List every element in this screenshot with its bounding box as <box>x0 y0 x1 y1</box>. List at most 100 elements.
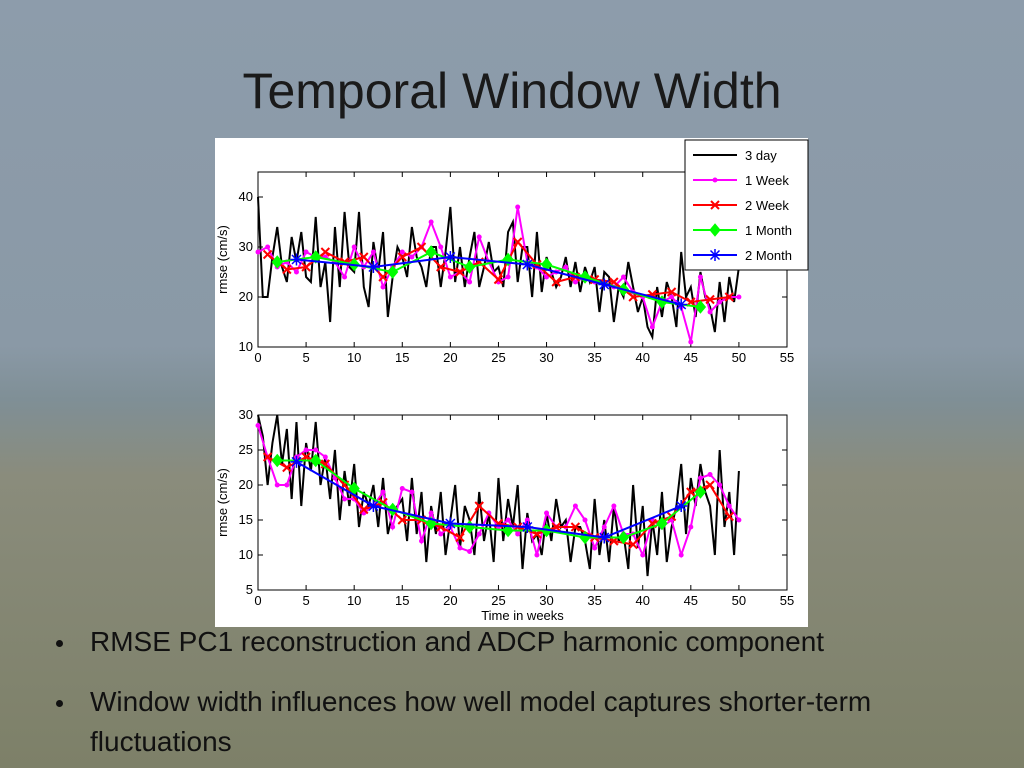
marker <box>505 517 511 523</box>
marker <box>262 452 273 462</box>
y-tick-label: 10 <box>239 547 253 562</box>
marker <box>303 249 309 255</box>
x-tick-label: 25 <box>491 593 505 608</box>
marker <box>303 447 309 453</box>
series-line <box>257 414 740 577</box>
marker <box>705 480 715 490</box>
x-tick-label: 25 <box>491 350 505 365</box>
marker <box>570 522 581 532</box>
marker <box>255 423 261 428</box>
marker <box>505 274 511 280</box>
x-tick-label: 30 <box>539 350 553 365</box>
marker <box>409 489 415 495</box>
x-tick-label: 10 <box>347 350 361 365</box>
marker <box>425 245 437 259</box>
marker <box>707 472 713 477</box>
marker <box>598 531 611 544</box>
marker <box>290 253 303 266</box>
marker <box>656 516 668 531</box>
y-tick-label: 5 <box>246 582 253 597</box>
marker <box>707 309 713 315</box>
marker <box>724 511 734 522</box>
x-tick-label: 0 <box>254 350 261 365</box>
marker <box>282 264 292 275</box>
marker <box>359 504 369 515</box>
y-tick-label: 30 <box>239 239 253 254</box>
marker <box>447 274 453 280</box>
marker <box>342 274 348 280</box>
marker <box>611 503 617 509</box>
slide-title: Temporal Window Width <box>242 63 782 119</box>
marker <box>544 510 550 516</box>
marker <box>416 242 427 252</box>
marker <box>544 274 550 280</box>
marker <box>515 531 521 537</box>
marker <box>438 244 444 250</box>
marker <box>282 462 292 473</box>
marker <box>640 552 646 558</box>
marker <box>521 258 534 271</box>
marker <box>736 517 742 523</box>
marker <box>467 549 473 554</box>
marker <box>628 539 638 550</box>
marker <box>367 261 380 273</box>
marker <box>351 244 357 250</box>
x-tick-label: 55 <box>780 593 794 608</box>
marker <box>512 237 523 247</box>
marker <box>370 249 376 255</box>
legend-label: 1 Week <box>745 173 789 188</box>
marker <box>598 278 611 291</box>
marker <box>438 531 444 537</box>
x-tick-label: 55 <box>780 350 794 365</box>
legend-label: 2 Month <box>745 248 792 263</box>
x-tick-label: 35 <box>587 350 601 365</box>
marker <box>419 538 425 544</box>
marker <box>293 269 299 275</box>
bullet: RMSE PC1 reconstruction and ADCP harmoni… <box>50 622 910 662</box>
y-tick-label: 25 <box>239 442 253 457</box>
bullet: Window width influences how well model c… <box>50 682 910 762</box>
marker <box>572 503 578 509</box>
marker <box>675 298 688 311</box>
marker <box>710 200 720 210</box>
marker <box>709 249 721 261</box>
x-tick-label: 50 <box>732 593 746 608</box>
legend-label: 3 day <box>745 148 777 163</box>
legend-label: 2 Week <box>745 198 789 213</box>
marker <box>551 277 561 287</box>
y-tick-label: 15 <box>239 512 253 527</box>
x-tick-label: 0 <box>254 593 261 608</box>
series-line <box>295 461 682 539</box>
y-axis-label: rmse (cm/s) <box>215 468 230 537</box>
marker <box>322 454 328 460</box>
marker <box>678 552 684 558</box>
marker <box>502 523 514 538</box>
marker <box>359 252 369 262</box>
marker <box>726 503 732 509</box>
marker <box>669 294 675 300</box>
marker <box>310 453 322 468</box>
marker <box>265 244 271 250</box>
marker <box>515 204 521 210</box>
series-line <box>296 255 682 306</box>
marker <box>444 517 457 530</box>
marker <box>592 545 598 551</box>
marker <box>390 524 396 530</box>
marker <box>572 279 578 285</box>
marker <box>399 249 405 255</box>
x-tick-label: 5 <box>302 350 309 365</box>
marker <box>290 455 303 468</box>
y-tick-label: 30 <box>239 407 253 422</box>
marker <box>455 532 465 543</box>
y-tick-label: 40 <box>239 189 253 204</box>
marker <box>620 274 626 280</box>
series-line <box>277 459 702 539</box>
marker <box>271 453 283 468</box>
marker <box>649 324 655 330</box>
marker <box>666 287 677 297</box>
marker <box>463 260 476 274</box>
marker <box>688 339 694 345</box>
marker <box>342 496 348 502</box>
x-tick-label: 40 <box>635 350 649 365</box>
